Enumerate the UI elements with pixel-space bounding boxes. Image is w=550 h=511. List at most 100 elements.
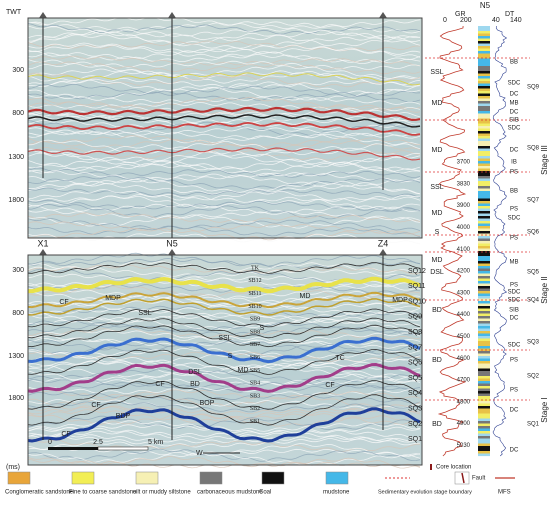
facies-label: MDP (392, 297, 408, 304)
lithology (478, 281, 490, 284)
y-tick-label: 300 (12, 267, 24, 274)
reflector (27, 91, 421, 103)
lithology (478, 331, 490, 334)
facies-label: MD (432, 147, 443, 154)
reflector (27, 178, 421, 195)
lithology (478, 36, 490, 39)
reflector (27, 175, 421, 190)
reflector (27, 360, 421, 377)
reflector (27, 420, 421, 432)
lithology (478, 251, 490, 254)
reflector (27, 189, 421, 203)
depth-label: 3830 (457, 181, 471, 187)
reflector (27, 22, 421, 35)
y-tick-label: 1800 (8, 197, 24, 204)
horizon (27, 298, 421, 316)
facies-label: TC (335, 355, 344, 362)
facies-label: SDC (508, 290, 521, 296)
scale-label: 2.5 (93, 439, 103, 446)
lithology (478, 363, 490, 367)
lithology (478, 303, 490, 307)
reflector (27, 129, 421, 140)
lithology (478, 128, 490, 132)
reflector (27, 339, 421, 354)
lithology (478, 28, 490, 32)
lithology (478, 328, 490, 332)
facies-label: PS (510, 207, 518, 213)
lithology (478, 426, 490, 429)
lithology (478, 403, 490, 407)
facies-label: DC (510, 316, 519, 322)
sequence-label: SQ7 (408, 344, 422, 351)
reflector (27, 131, 421, 146)
horizon (27, 324, 421, 348)
facies-label: S (228, 353, 233, 360)
lithology (478, 306, 490, 309)
lithology (478, 448, 490, 452)
lithology (478, 143, 490, 147)
lithology (478, 273, 490, 277)
reflector (27, 44, 421, 58)
reflector (27, 21, 421, 34)
lithology (478, 123, 490, 127)
sequence-label: SQ9 (527, 85, 540, 91)
lithology (478, 43, 490, 47)
lithology (478, 231, 490, 234)
lithology (478, 383, 490, 387)
lithology (478, 161, 490, 164)
facies-label: DC (510, 408, 519, 414)
lithology (478, 201, 490, 204)
facies-label: MD (432, 100, 443, 107)
facies-label: BD (190, 381, 200, 388)
lithology (478, 286, 490, 289)
lithology (478, 243, 490, 247)
log-range: 140 (510, 17, 522, 24)
reflector (27, 355, 421, 369)
reflector (27, 328, 421, 340)
horizon (27, 348, 421, 375)
lithology (478, 298, 490, 302)
lithology (478, 413, 490, 417)
lithology (478, 241, 490, 244)
facies-label: PS (510, 358, 518, 364)
reflector (27, 342, 421, 359)
lithology (478, 228, 490, 232)
sequence-label: SQ6 (408, 360, 422, 367)
scale-bar (48, 447, 98, 450)
lithology (478, 283, 490, 287)
lithology (478, 361, 490, 364)
scale-label: 5 km (148, 439, 163, 446)
reflector (27, 337, 421, 349)
lithology (478, 133, 490, 137)
legend-label: mudstone (323, 490, 350, 496)
reflector (27, 276, 421, 290)
horizon-label: SB12 (248, 278, 261, 284)
facies-label: PS (510, 388, 518, 394)
lithology (478, 321, 490, 324)
reflector (27, 138, 421, 150)
legend-swatch (325, 471, 349, 485)
horizon (27, 121, 421, 136)
facies-label: MB (510, 101, 519, 107)
reflector (27, 63, 421, 79)
well-marker (379, 12, 387, 18)
reflector (27, 319, 421, 335)
well-name: N5 (166, 238, 178, 248)
lithology (478, 268, 490, 272)
lithology (478, 258, 490, 262)
reflector (27, 135, 420, 147)
reflector (27, 182, 421, 195)
reflector (27, 448, 421, 462)
reflector (27, 148, 421, 166)
sequence-label: SQ1 (408, 436, 422, 443)
sequence-label: SQ4 (527, 298, 540, 304)
lithology (478, 173, 490, 177)
lithology (478, 376, 490, 379)
reflector (27, 301, 421, 315)
horizon-label: SB9 (250, 317, 260, 323)
lithology (478, 326, 490, 329)
lithology (478, 153, 490, 157)
lithology (478, 71, 490, 74)
reflector (27, 426, 421, 439)
